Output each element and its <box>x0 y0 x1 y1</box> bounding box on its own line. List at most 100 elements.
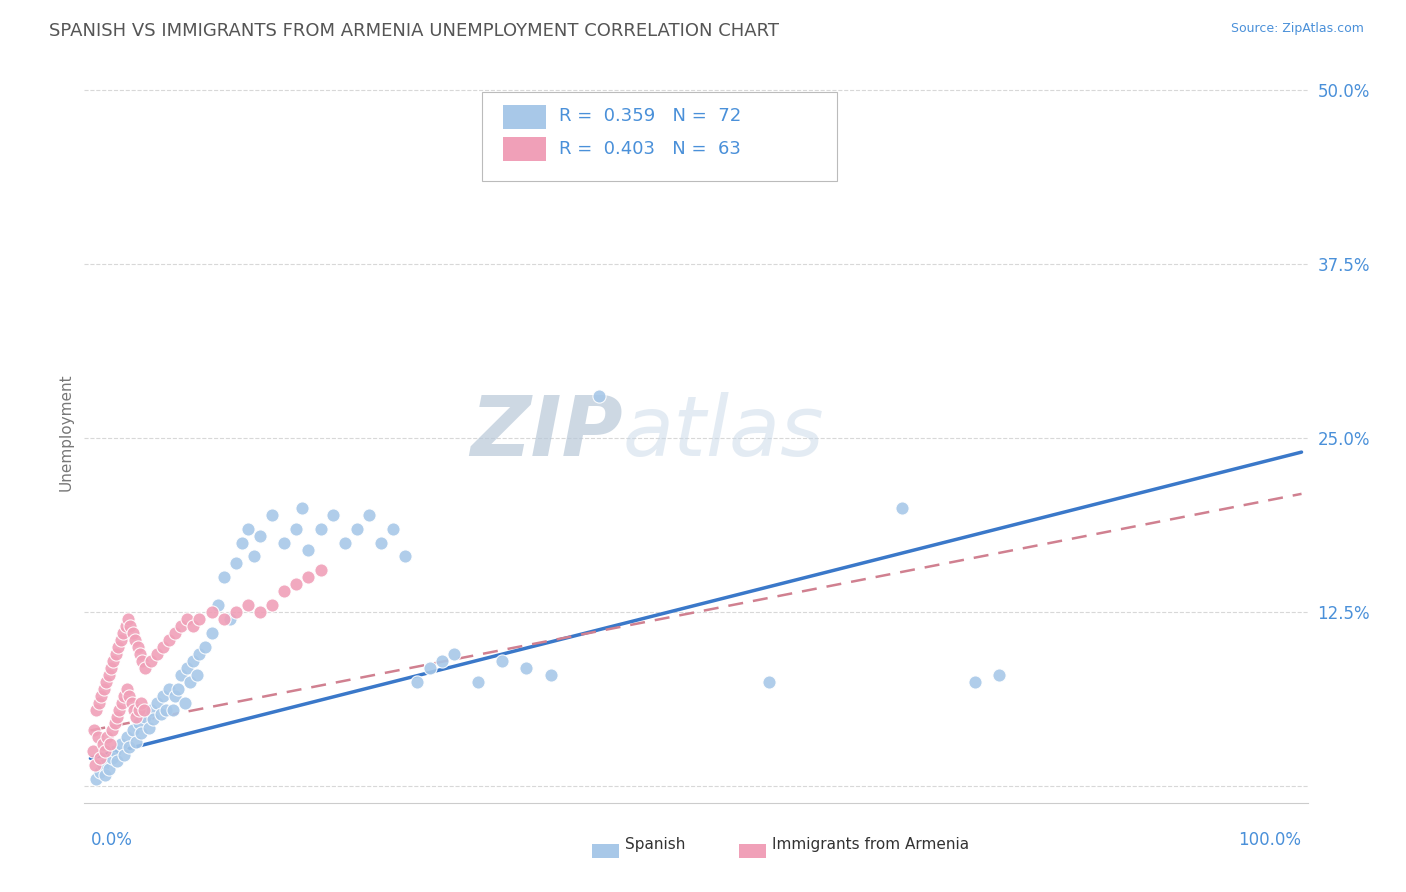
Point <box>83 723 105 738</box>
Text: Spanish: Spanish <box>626 838 685 853</box>
Point <box>89 751 111 765</box>
Point <box>121 696 143 710</box>
Point <box>89 765 111 780</box>
Point <box>183 619 205 633</box>
Text: Source: ZipAtlas.com: Source: ZipAtlas.com <box>1230 22 1364 36</box>
Point <box>104 744 127 758</box>
Point <box>249 528 271 542</box>
Text: 0.0%: 0.0% <box>90 830 132 848</box>
Point <box>236 522 259 536</box>
Point <box>173 696 195 710</box>
Point <box>165 689 187 703</box>
Point <box>243 549 266 564</box>
Point <box>104 716 127 731</box>
Point <box>262 508 284 522</box>
Point <box>146 647 169 661</box>
Point <box>297 542 319 557</box>
Point <box>115 681 138 696</box>
Point <box>128 702 150 716</box>
Point <box>166 681 188 696</box>
Point <box>165 626 187 640</box>
Point <box>262 598 284 612</box>
Point <box>146 696 169 710</box>
Point <box>179 674 201 689</box>
Point <box>231 535 253 549</box>
Point <box>225 557 247 571</box>
Point <box>100 661 122 675</box>
Point <box>139 702 162 716</box>
Point <box>188 612 211 626</box>
Point <box>176 661 198 675</box>
Point <box>129 647 152 661</box>
Point <box>125 709 148 723</box>
Point <box>624 118 647 132</box>
Point <box>157 632 180 647</box>
Point <box>212 612 235 626</box>
Point <box>152 689 174 703</box>
Point <box>110 737 132 751</box>
Point <box>121 626 143 640</box>
Point <box>121 723 143 738</box>
Point <box>540 667 562 681</box>
Point <box>118 740 141 755</box>
Point <box>84 758 107 772</box>
Point <box>297 570 319 584</box>
Point <box>285 522 308 536</box>
Point <box>285 577 308 591</box>
Point <box>97 763 120 777</box>
Point <box>357 508 380 522</box>
Point <box>890 500 912 515</box>
Point <box>115 731 138 745</box>
Point <box>129 696 152 710</box>
Text: ZIP: ZIP <box>470 392 623 473</box>
Point <box>111 696 134 710</box>
Point <box>134 709 156 723</box>
Point <box>96 674 118 689</box>
Point <box>98 737 121 751</box>
Bar <box>592 844 619 858</box>
Point <box>112 689 135 703</box>
Point <box>382 522 405 536</box>
Point <box>107 640 129 654</box>
Point <box>114 619 136 633</box>
Point <box>176 612 198 626</box>
Text: atlas: atlas <box>623 392 824 473</box>
Point <box>170 667 193 681</box>
Point <box>406 674 429 689</box>
Point <box>86 731 108 745</box>
Point <box>110 632 132 647</box>
Point <box>162 702 184 716</box>
Point <box>218 612 240 626</box>
Point <box>157 681 180 696</box>
Point <box>94 768 117 782</box>
Point <box>87 696 110 710</box>
Y-axis label: Unemployment: Unemployment <box>58 374 73 491</box>
Point <box>103 654 125 668</box>
Point <box>139 654 162 668</box>
Point <box>309 522 332 536</box>
Point <box>987 667 1010 681</box>
Point <box>963 674 986 689</box>
Point <box>96 731 118 745</box>
Point <box>90 689 112 703</box>
Point <box>117 612 139 626</box>
Point <box>91 737 114 751</box>
Point <box>134 661 156 675</box>
Point <box>430 654 453 668</box>
Point <box>273 535 295 549</box>
Point <box>127 640 149 654</box>
Point <box>142 712 165 726</box>
Bar <box>503 137 546 161</box>
Point <box>443 647 465 661</box>
Point <box>467 674 489 689</box>
Point <box>93 681 115 696</box>
FancyBboxPatch shape <box>482 92 837 181</box>
Point <box>273 584 295 599</box>
Point <box>170 619 193 633</box>
Point <box>104 647 127 661</box>
Point <box>112 626 135 640</box>
Point <box>491 654 513 668</box>
Point <box>418 661 440 675</box>
Point <box>322 508 344 522</box>
Point <box>131 654 153 668</box>
